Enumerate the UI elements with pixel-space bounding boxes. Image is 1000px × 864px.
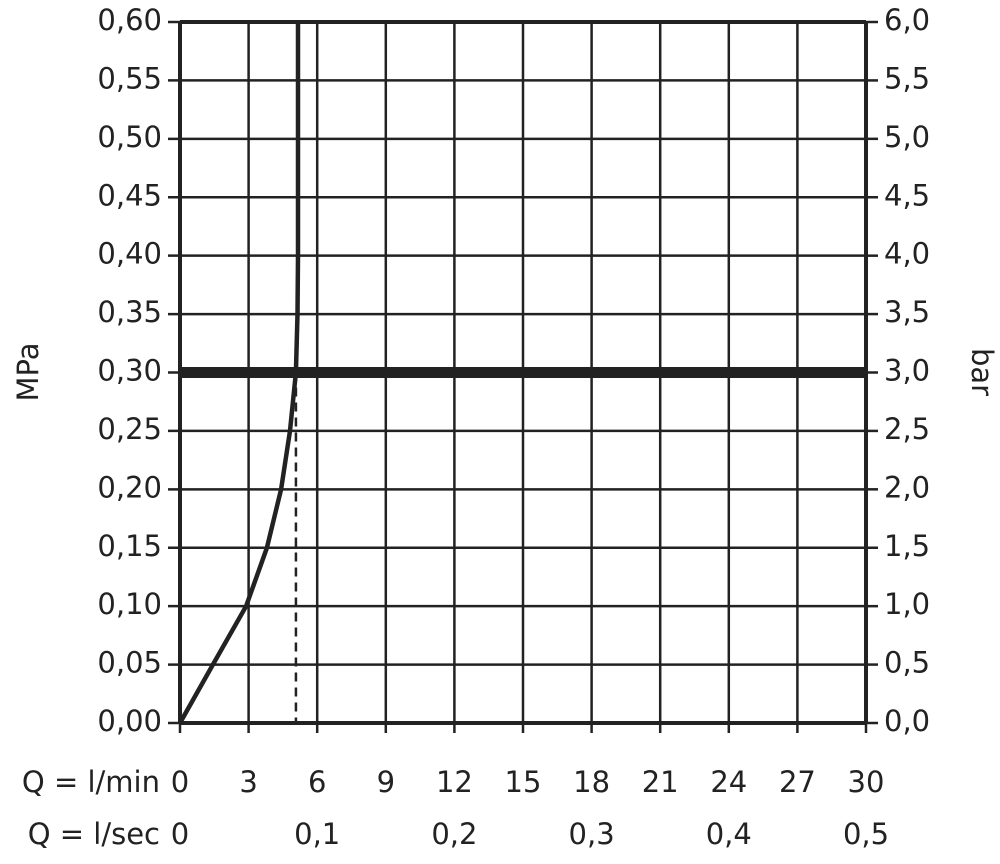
y-tick-label: 0,05	[97, 646, 162, 680]
y2-tick-label: 0,5	[884, 646, 930, 680]
y-tick-label: 0,55	[97, 61, 162, 95]
y2-tick-label: 6,0	[884, 3, 930, 37]
y2-tick-label: 0,0	[884, 704, 930, 738]
x2-tick-label: 0,5	[843, 817, 889, 851]
y2-tick-label: 3,0	[884, 354, 930, 388]
x2-axis-label: Q = l/sec	[28, 817, 160, 851]
y-tick-label: 0,00	[97, 704, 162, 738]
x2-tick-label: 0,3	[569, 817, 615, 851]
y2-tick-label: 1,0	[884, 587, 930, 621]
y-tick-label: 0,30	[97, 354, 162, 388]
y2-tick-label: 4,0	[884, 237, 930, 271]
y-tick-label: 0,20	[97, 470, 162, 504]
x-tick-label: 3	[239, 765, 257, 799]
y2-tick-label: 1,5	[884, 529, 930, 563]
x-axis-label: Q = l/min	[22, 765, 160, 799]
x-tick-label: 9	[377, 765, 395, 799]
y-tick-label: 0,35	[97, 295, 162, 329]
y-tick-label: 0,50	[97, 120, 162, 154]
curve	[178, 22, 301, 725]
x-tick-label: 15	[505, 765, 542, 799]
x-tick-label: 21	[642, 765, 679, 799]
y-tick-label: 0,45	[97, 178, 162, 212]
y-tick-label: 0,10	[97, 587, 162, 621]
x2-tick-label: 0,4	[706, 817, 752, 851]
x-tick-label: 30	[848, 765, 885, 799]
y-tick-label: 0,25	[97, 412, 162, 446]
y2-tick-label: 4,5	[884, 178, 930, 212]
y-tick-label: 0,15	[97, 529, 162, 563]
x-tick-label: 6	[308, 765, 326, 799]
x2-tick-label: 0	[171, 817, 189, 851]
x-tick-label: 18	[573, 765, 610, 799]
x-tick-label: 0	[171, 765, 189, 799]
x-tick-label: 12	[436, 765, 473, 799]
y2-tick-label: 3,5	[884, 295, 930, 329]
y2-tick-label: 2,0	[884, 470, 930, 504]
x2-tick-label: 0,2	[431, 817, 477, 851]
x-tick-label: 24	[710, 765, 747, 799]
y-axis-label: MPa	[11, 343, 45, 402]
y2-tick-label: 2,5	[884, 412, 930, 446]
x2-tick-label: 0,1	[294, 817, 340, 851]
y2-axis-label: bar	[965, 348, 999, 396]
y-tick-label: 0,60	[97, 3, 162, 37]
x-tick-label: 27	[779, 765, 816, 799]
y-tick-label: 0,40	[97, 237, 162, 271]
y2-tick-label: 5,5	[884, 61, 930, 95]
y2-tick-label: 5,0	[884, 120, 930, 154]
